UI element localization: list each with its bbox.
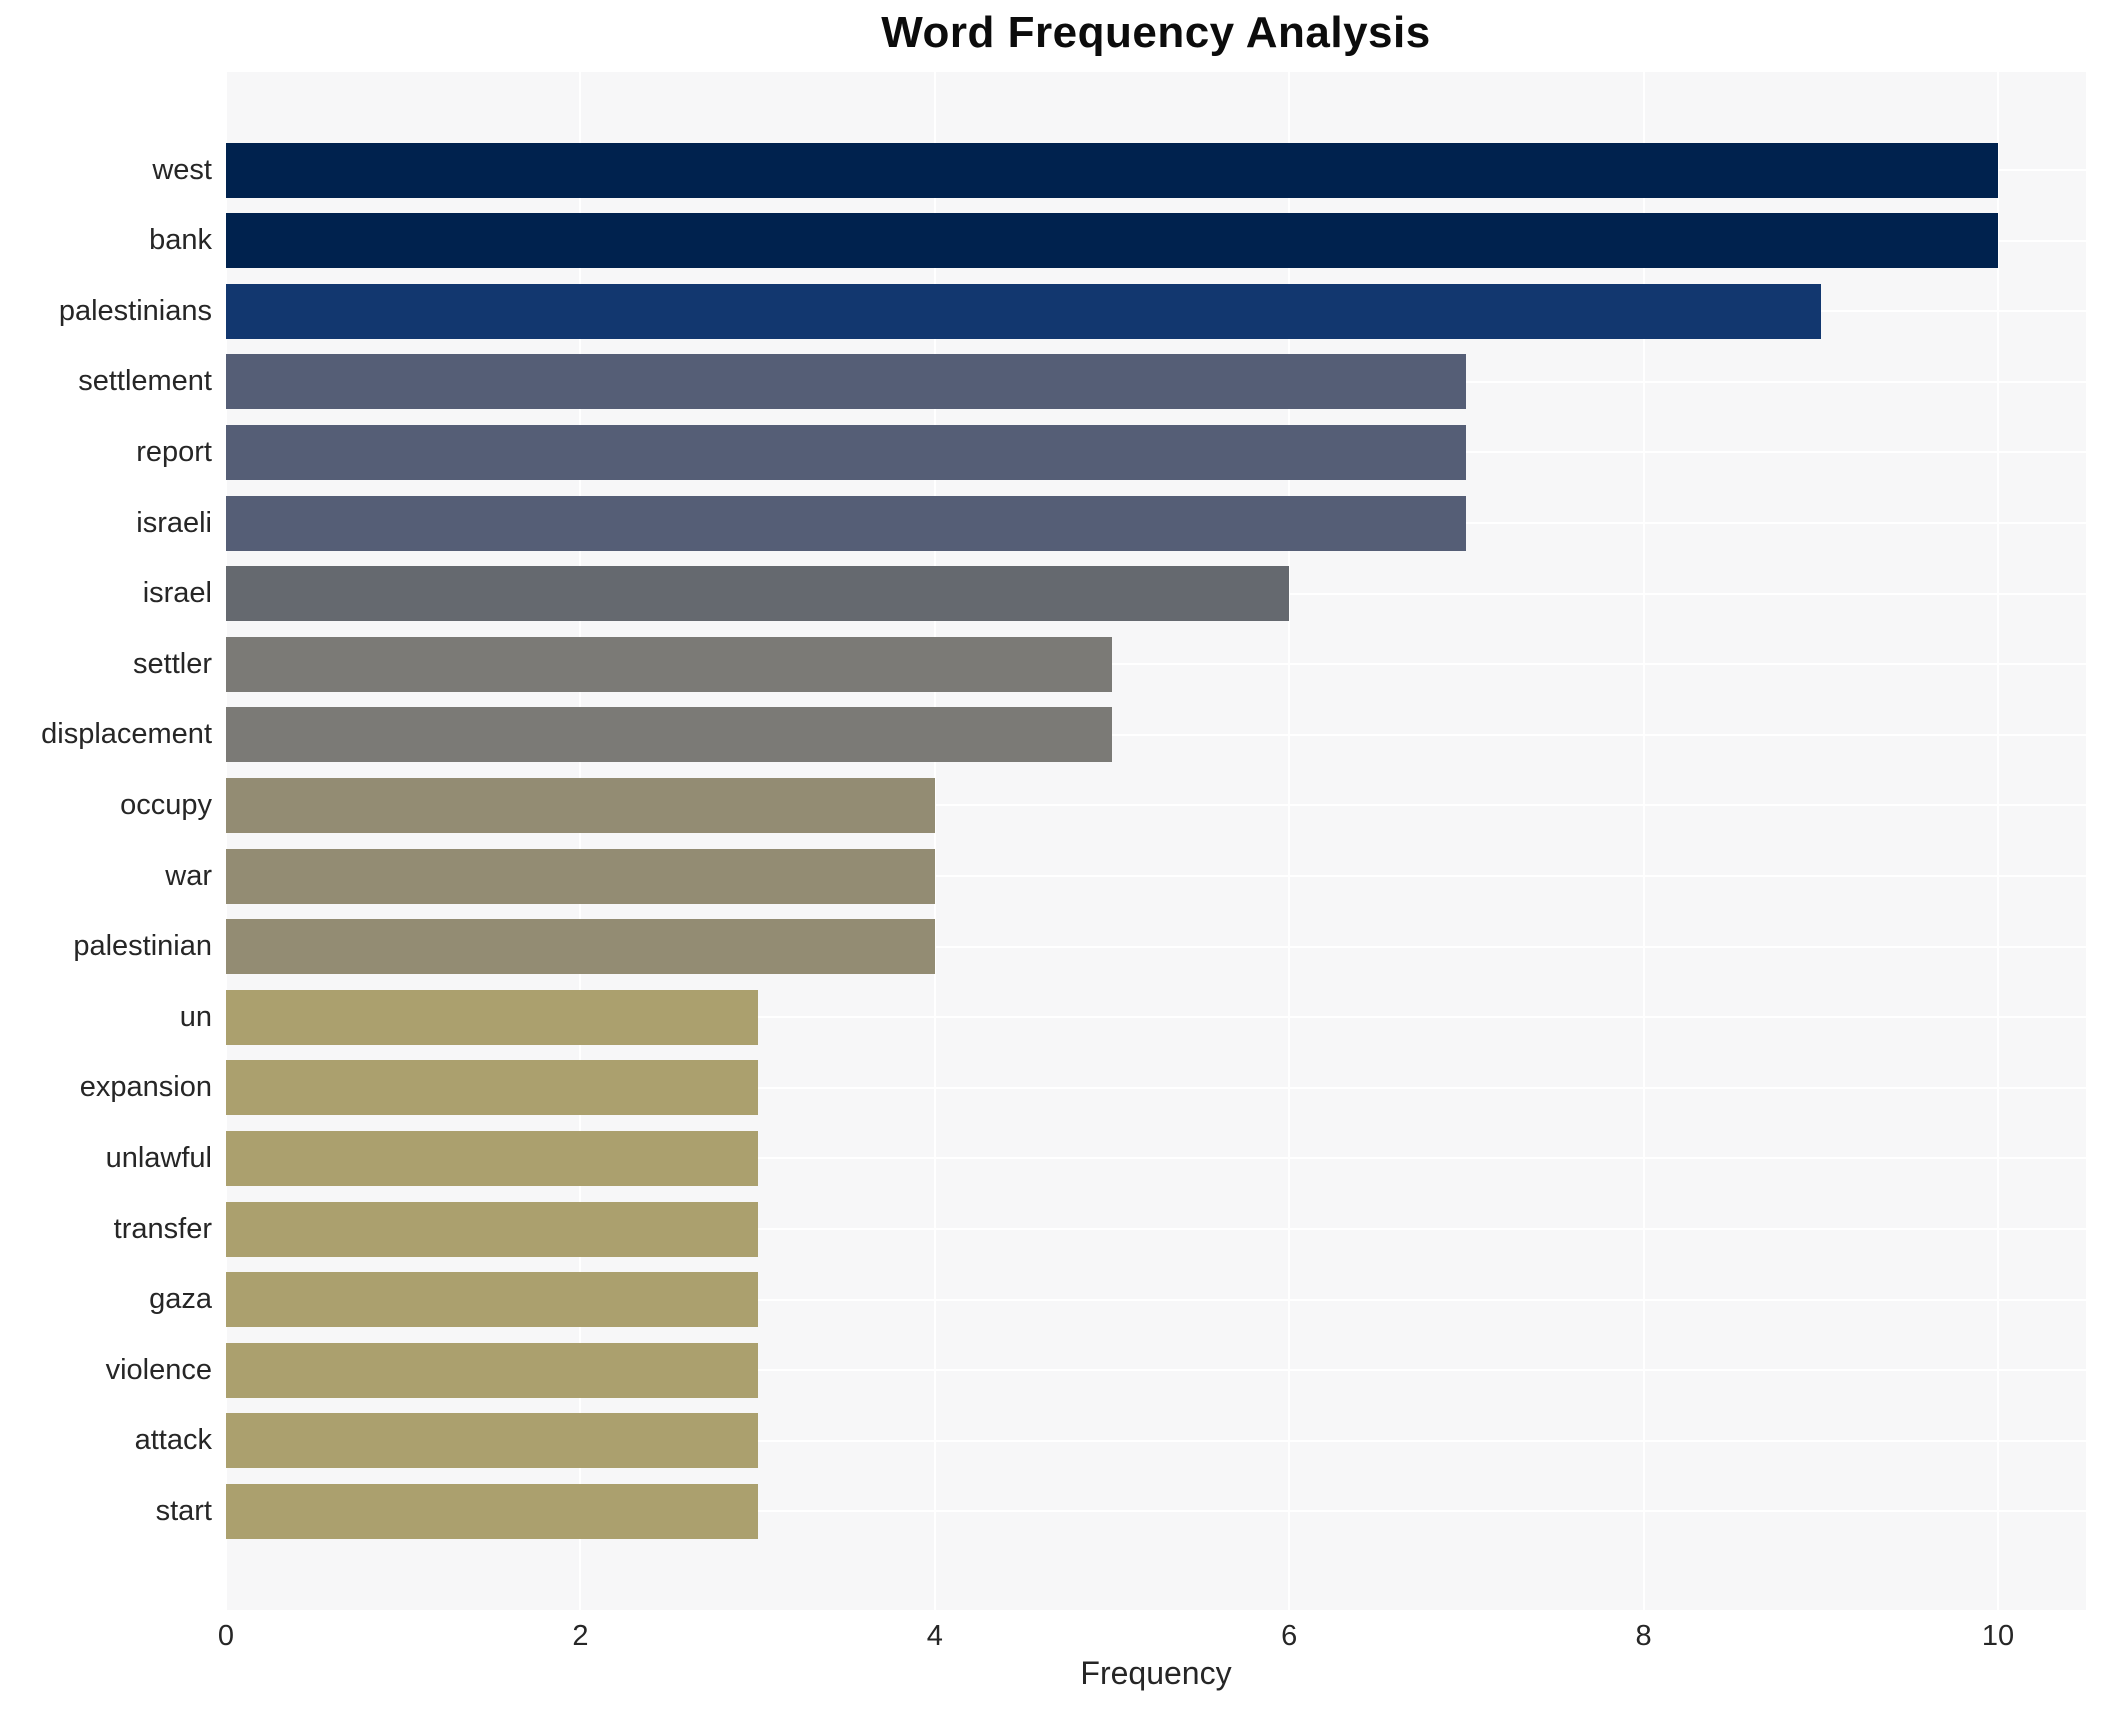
h-gridline-attack	[226, 1439, 2086, 1442]
bar-palestinians	[226, 283, 1821, 339]
v-gridline-6	[1288, 72, 1291, 1610]
v-gridline-2	[579, 72, 582, 1610]
category-label-transfer: transfer	[113, 1212, 212, 1245]
v-gridline-4	[933, 72, 936, 1610]
x-tick-label-8: 8	[1635, 1620, 1652, 1652]
h-gridline-expansion	[226, 1086, 2086, 1089]
bar-war	[226, 848, 935, 904]
bar-gaza	[226, 1272, 758, 1328]
bar-attack	[226, 1413, 758, 1469]
bar-settlement	[226, 354, 1467, 410]
bar-start	[226, 1483, 758, 1539]
h-gridline-settler	[226, 663, 2086, 666]
category-label-unlawful: unlawful	[105, 1141, 212, 1174]
category-label-report: report	[136, 435, 212, 468]
h-gridline-unlawful	[226, 1157, 2086, 1160]
h-gridline-occupy	[226, 804, 2086, 807]
category-label-palestinians: palestinians	[58, 294, 212, 327]
bar-bank	[226, 213, 1998, 269]
category-label-settlement: settlement	[78, 365, 212, 398]
x-axis-label: Frequency	[1080, 1655, 1232, 1691]
x-tick-label-0: 0	[217, 1620, 235, 1652]
category-label-israeli: israeli	[136, 506, 212, 539]
h-gridline-un	[226, 1016, 2086, 1019]
plot-area	[225, 72, 2086, 1610]
category-label-occupy: occupy	[120, 788, 212, 821]
v-gridline-8	[1642, 72, 1645, 1610]
chart-title: Word Frequency Analysis	[881, 8, 1431, 57]
category-label-attack: attack	[134, 1424, 212, 1457]
x-tick-label-10: 10	[1981, 1620, 2015, 1652]
bar-israeli	[226, 495, 1467, 551]
category-label-violence: violence	[105, 1353, 212, 1386]
bar-unlawful	[226, 1130, 758, 1186]
h-gridline-violence	[226, 1369, 2086, 1372]
bar-report	[226, 424, 1467, 480]
category-label-displacement: displacement	[41, 718, 212, 751]
bar-displacement	[226, 707, 1112, 763]
h-gridline-displacement	[226, 733, 2086, 736]
x-tick-label-4: 4	[926, 1620, 943, 1652]
h-gridline-gaza	[226, 1298, 2086, 1301]
bar-transfer	[226, 1201, 758, 1257]
category-label-start: start	[155, 1494, 212, 1527]
bar-west	[226, 142, 1998, 198]
category-label-expansion: expansion	[79, 1071, 212, 1104]
category-label-settler: settler	[133, 647, 212, 680]
bar-occupy	[226, 777, 935, 833]
category-label-un: un	[179, 1000, 212, 1033]
category-label-israel: israel	[142, 577, 212, 610]
category-label-war: war	[165, 859, 212, 892]
bar-palestinian	[226, 919, 935, 975]
category-label-west: west	[152, 153, 212, 186]
v-gridline-10	[1997, 72, 1999, 1610]
h-gridline-war	[226, 875, 2086, 877]
bar-un	[226, 989, 758, 1045]
bar-settler	[226, 636, 1112, 692]
category-label-bank: bank	[149, 224, 212, 257]
bar-expansion	[226, 1060, 758, 1116]
bar-violence	[226, 1342, 758, 1398]
v-gridline-0	[225, 72, 227, 1610]
x-tick-label-2: 2	[572, 1620, 589, 1652]
category-label-palestinian: palestinian	[73, 930, 212, 963]
h-gridline-palestinian	[226, 945, 2086, 948]
h-gridline-start	[226, 1510, 2086, 1513]
h-gridline-transfer	[226, 1228, 2086, 1230]
bar-israel	[226, 566, 1290, 622]
x-tick-label-6: 6	[1281, 1620, 1298, 1652]
category-label-gaza: gaza	[149, 1283, 212, 1316]
